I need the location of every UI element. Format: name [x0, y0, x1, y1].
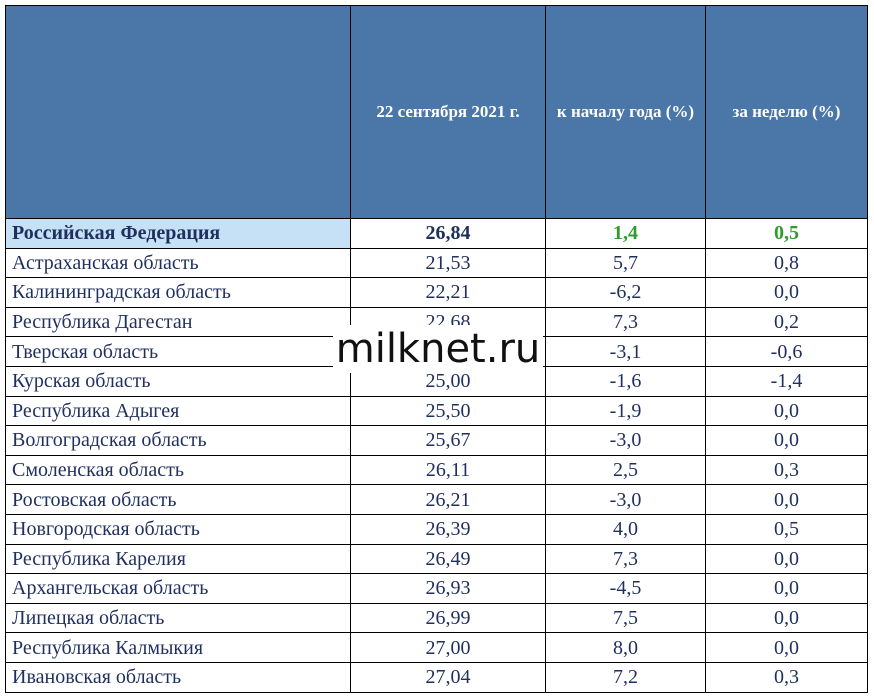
- table-row: Российская Федерация 26,84 1,4 0,5: [5, 218, 868, 249]
- value-cell: 26,21: [350, 484, 546, 515]
- region-cell: Республика Калмыкия: [5, 632, 351, 663]
- table-row: Волгоградская область 25,67 -3,0 0,0: [5, 425, 868, 456]
- value-cell: 26,49: [350, 543, 546, 575]
- header-row: 22 сентября 2021 г. к началу года (%) за н…: [5, 5, 868, 219]
- value-cell: 5,7: [545, 247, 706, 279]
- table-row: Липецкая область 26,99 7,5 0,0: [5, 602, 868, 634]
- value-cell: 7,3: [545, 543, 706, 575]
- value-cell: -4,5: [545, 573, 706, 604]
- value-cell: -3,0: [545, 425, 706, 456]
- region-cell: Калининградская область: [5, 277, 351, 308]
- value-cell: 0,0: [705, 277, 868, 308]
- watermark: milknet.ru: [333, 325, 543, 373]
- value-cell: 2,5: [545, 454, 706, 486]
- value-cell: 1,4: [545, 218, 706, 249]
- table-row: Республика Калмыкия 27,00 8,0 0,0: [5, 632, 868, 663]
- table-row: Калининградская область 22,21 -6,2 0,0: [5, 277, 868, 308]
- region-cell: Смоленская область: [5, 454, 351, 486]
- value-cell: 0,3: [705, 454, 868, 486]
- table-row: Архангельская область 26,93 -4,5 0,0: [5, 573, 868, 604]
- region-cell: Республика Дагестан: [5, 306, 351, 338]
- value-cell: -1,4: [705, 365, 868, 397]
- table-row: Смоленская область 26,11 2,5 0,3: [5, 454, 868, 486]
- region-cell: Липецкая область: [5, 602, 351, 634]
- table-body: Российская Федерация 26,84 1,4 0,5 Астраханс…: [5, 218, 868, 693]
- value-cell: -1,9: [545, 395, 706, 427]
- value-cell: -3,0: [545, 484, 706, 515]
- price-table: 22 сентября 2021 г. к началу года (%) за н…: [5, 5, 868, 693]
- value-cell: 26,11: [350, 454, 546, 486]
- value-cell: 0,0: [705, 484, 868, 515]
- value-cell: 7,5: [545, 602, 706, 634]
- region-cell: Новгородская область: [5, 513, 351, 545]
- region-cell: Архангельская область: [5, 573, 351, 604]
- value-cell: 0,5: [705, 218, 868, 249]
- value-cell: -3,1: [545, 336, 706, 367]
- region-cell: Республика Карелия: [5, 543, 351, 575]
- header-cell: за неделю (%): [705, 5, 868, 219]
- value-cell: 0,2: [705, 306, 868, 338]
- value-cell: 27,00: [350, 632, 546, 663]
- table-row: Астраханская область 21,53 5,7 0,8: [5, 247, 868, 279]
- value-cell: 0,0: [705, 602, 868, 634]
- header-cell: [5, 5, 351, 219]
- region-cell: Ивановская область: [5, 661, 351, 693]
- value-cell: -6,2: [545, 277, 706, 308]
- table-row: Ростовская область 26,21 -3,0 0,0: [5, 484, 868, 515]
- region-cell: Астраханская область: [5, 247, 351, 279]
- value-cell: 26,93: [350, 573, 546, 604]
- value-cell: 0,0: [705, 632, 868, 663]
- value-cell: 22,21: [350, 277, 546, 308]
- value-cell: 7,3: [545, 306, 706, 338]
- value-cell: 26,84: [350, 218, 546, 249]
- region-cell: Курская область: [5, 365, 351, 397]
- region-cell: Российская Федерация: [5, 218, 351, 249]
- region-cell: Тверская область: [5, 336, 351, 367]
- value-cell: 0,0: [705, 395, 868, 427]
- value-cell: 7,2: [545, 661, 706, 693]
- value-cell: 4,0: [545, 513, 706, 545]
- header-cell: 22 сентября 2021 г.: [350, 5, 546, 219]
- value-cell: 0,0: [705, 543, 868, 575]
- value-cell: 21,53: [350, 247, 546, 279]
- region-cell: Ростовская область: [5, 484, 351, 515]
- table-row: Республика Карелия 26,49 7,3 0,0: [5, 543, 868, 575]
- value-cell: 0,3: [705, 661, 868, 693]
- value-cell: 26,99: [350, 602, 546, 634]
- value-cell: 0,0: [705, 425, 868, 456]
- value-cell: 8,0: [545, 632, 706, 663]
- value-cell: -0,6: [705, 336, 868, 367]
- table-row: Республика Адыгея 25,50 -1,9 0,0: [5, 395, 868, 427]
- value-cell: 26,39: [350, 513, 546, 545]
- value-cell: 0,0: [705, 573, 868, 604]
- table-row: Курская область 25,00 -1,6 -1,4: [5, 365, 868, 397]
- table-row: Новгородская область 26,39 4,0 0,5: [5, 513, 868, 545]
- value-cell: 0,5: [705, 513, 868, 545]
- table-row: Ивановская область 27,04 7,2 0,3: [5, 661, 868, 693]
- value-cell: 25,67: [350, 425, 546, 456]
- value-cell: 0,8: [705, 247, 868, 279]
- region-cell: Волгоградская область: [5, 425, 351, 456]
- value-cell: 25,50: [350, 395, 546, 427]
- region-cell: Республика Адыгея: [5, 395, 351, 427]
- value-cell: -1,6: [545, 365, 706, 397]
- value-cell: 27,04: [350, 661, 546, 693]
- header-cell: к началу года (%): [545, 5, 706, 219]
